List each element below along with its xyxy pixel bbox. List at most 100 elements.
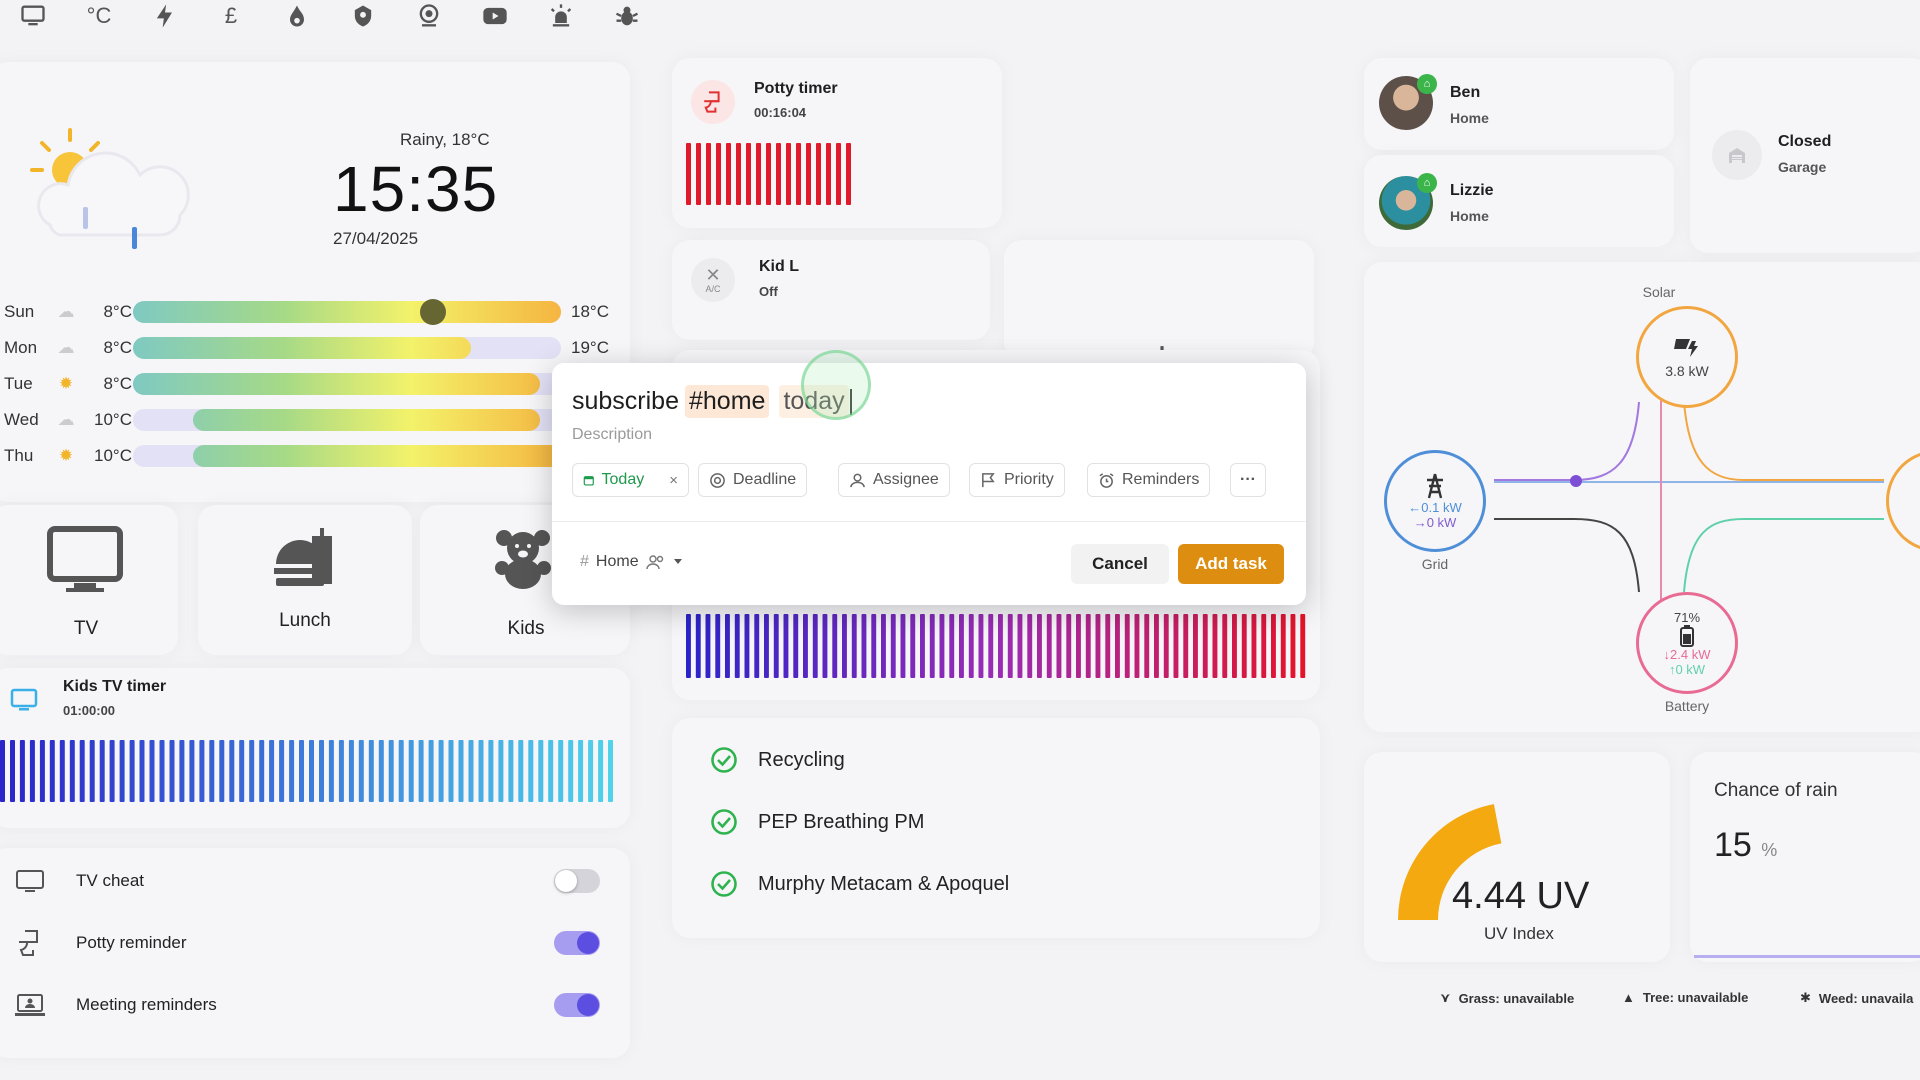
timer-bar (756, 143, 761, 205)
toggle-switch-tv-cheat[interactable] (554, 869, 600, 893)
forecast-day: Wed (4, 410, 39, 429)
timer-bar (1173, 614, 1179, 678)
timer-bar (1007, 614, 1013, 678)
flame-icon[interactable] (264, 0, 330, 32)
energy-flow-lines (1494, 362, 1884, 642)
grid-label: Grid (1421, 556, 1449, 572)
timer-bar (812, 614, 818, 678)
clock-date: 27/04/2025 (333, 229, 419, 248)
deadline-chip[interactable]: Deadline (698, 463, 808, 497)
project-selector[interactable]: # Home (580, 553, 683, 571)
timer-bar (79, 740, 85, 802)
task-item[interactable]: Murphy Metacam & Apoquel (710, 864, 1009, 904)
forecast-range-bar (192, 409, 540, 431)
timer-bar (458, 740, 464, 802)
forecast-range-bar (133, 373, 540, 395)
timer-bar (842, 614, 847, 678)
more-options-button[interactable]: ··· (1230, 463, 1266, 497)
forecast-range-track (133, 409, 561, 431)
timer-bar (968, 614, 974, 678)
timer-bar (388, 740, 394, 802)
monitor-icon[interactable] (0, 0, 66, 32)
check-circle-icon[interactable] (710, 870, 738, 898)
timer-bar (508, 740, 514, 802)
forecast-row: Wed ☁ 10°C (0, 405, 620, 435)
timer-bar (1290, 614, 1296, 678)
task-item[interactable]: PEP Breathing PM (710, 802, 924, 842)
uv-label: UV Index (1484, 924, 1554, 943)
grid-export: →0 kW (1413, 515, 1457, 530)
bug-icon[interactable] (594, 0, 660, 32)
uv-value: 4.44 UV (1452, 875, 1590, 917)
forecast-row: Tue ✹ 8°C (0, 369, 620, 399)
date-chip[interactable]: Today × (572, 463, 689, 497)
tasks-card (672, 718, 1320, 938)
toggles-card (0, 848, 630, 1058)
timer-bar (796, 143, 801, 205)
timer-bar (1134, 614, 1140, 678)
alarm-light-icon[interactable] (528, 0, 594, 32)
toilet-icon (0, 928, 60, 958)
toggle-label-potty-reminder: Potty reminder (76, 933, 187, 952)
youtube-icon[interactable] (462, 0, 528, 32)
add-task-button[interactable]: Add task (1178, 544, 1284, 584)
reminders-chip[interactable]: Reminders (1087, 463, 1211, 497)
timer-bar (715, 614, 721, 678)
toggle-switch-meeting-reminders[interactable] (554, 993, 600, 1017)
pollen-weed-text: Weed: unavaila (1818, 990, 1914, 1006)
hash-icon: # (580, 553, 589, 570)
forecast-high: 19°C (571, 338, 609, 357)
timer-bar (69, 740, 75, 802)
timer-bar (249, 740, 255, 802)
dialog-divider (552, 521, 1306, 522)
forecast-row: Sun ☁ 8°C 18°C (0, 297, 620, 327)
rain-card (1690, 752, 1920, 962)
timer-bar (1183, 614, 1189, 678)
timer-bar (59, 740, 65, 802)
timer-bar (418, 740, 424, 802)
toilet-icon (691, 80, 735, 124)
pound-icon[interactable]: £ (198, 0, 264, 32)
lightning-icon[interactable] (132, 0, 198, 32)
assignee-chip[interactable]: Assignee (838, 463, 950, 497)
task-item[interactable]: Recycling (710, 740, 845, 780)
blank-card (1004, 240, 1314, 360)
battery-node: 71% ↓2.4 kW ↑0 kW (1636, 592, 1738, 694)
weather-condition: Rainy, 18°C (400, 130, 490, 149)
security-icon[interactable] (330, 0, 396, 32)
forecast-row: Thu ✹ 10°C (0, 441, 620, 471)
timer-bar (851, 614, 857, 678)
timer-bar (1124, 614, 1130, 678)
timer-bar (229, 740, 235, 802)
weather-icon (30, 125, 190, 260)
timer-bar (1232, 614, 1237, 678)
battery-label: Battery (1664, 698, 1710, 714)
potty-timer-time: 00:16:04 (754, 105, 807, 120)
tree-icon: ▲ (1622, 990, 1635, 1005)
timer-bar (836, 143, 841, 205)
person-name-ben: Ben (1450, 84, 1481, 101)
webcam-icon[interactable] (396, 0, 462, 32)
priority-chip[interactable]: Priority (969, 463, 1065, 497)
close-icon[interactable]: × (669, 471, 678, 489)
current-temp-marker (419, 299, 446, 325)
timer-bar (19, 740, 25, 802)
celsius-icon[interactable]: °C (66, 0, 132, 32)
timer-bar (783, 614, 789, 678)
cancel-button[interactable]: Cancel (1071, 544, 1169, 584)
toggle-switch-potty-reminder[interactable] (554, 931, 600, 955)
timer-bar (1017, 614, 1023, 678)
check-circle-icon[interactable] (710, 746, 738, 774)
description-input[interactable]: Description (572, 426, 653, 443)
home-badge-icon: ⌂ (1417, 173, 1437, 193)
battery-out: ↓2.4 kW (1663, 646, 1711, 662)
timer-bar (448, 740, 454, 802)
person-state-lizzie: Home (1450, 208, 1489, 224)
kid-l-state: Off (759, 284, 778, 299)
timer-bar (1066, 614, 1072, 678)
check-circle-icon[interactable] (710, 808, 738, 836)
timer-bar (786, 143, 791, 205)
timer-bar (764, 614, 769, 678)
timer-bar (1076, 614, 1081, 678)
timer-bar (169, 740, 175, 802)
